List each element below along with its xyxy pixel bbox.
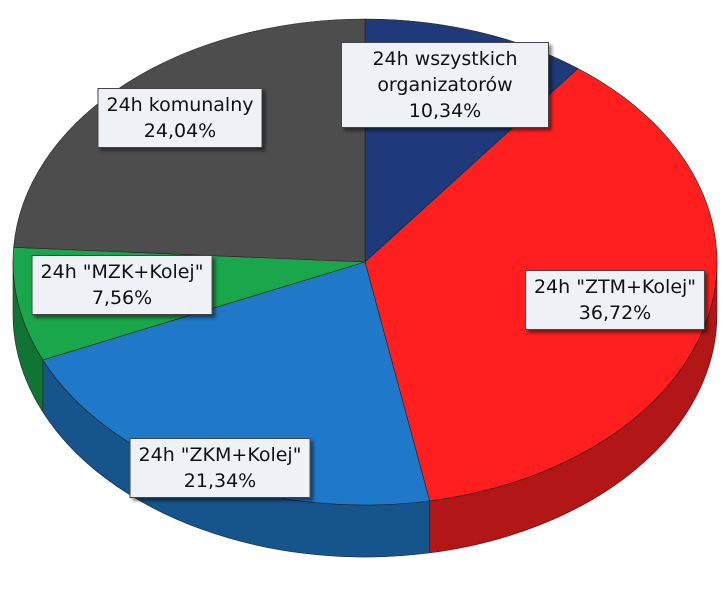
data-label: 24h wszystkich organizatorów 10,34% — [341, 42, 549, 128]
category-label: 24h "MZK+Kolej" — [40, 261, 204, 283]
value-label: 10,34% — [408, 100, 482, 122]
category-label: 24h "ZTM+Kolej" — [533, 276, 697, 298]
data-label: 24h "ZKM+Kolej" 21,34% — [129, 438, 311, 498]
data-label: 24h "ZTM+Kolej" 36,72% — [524, 270, 706, 330]
value-label: 21,34% — [183, 470, 257, 492]
category-label: 24h komunalny — [106, 94, 254, 116]
value-label: 36,72% — [578, 302, 652, 324]
category-label: 24h "ZKM+Kolej" — [138, 444, 302, 466]
category-label: 24h wszystkich organizatorów — [372, 48, 518, 96]
value-label: 24,04% — [143, 120, 217, 142]
value-label: 7,56% — [91, 287, 153, 309]
data-label: 24h komunalny 24,04% — [97, 88, 263, 148]
data-label: 24h "MZK+Kolej" 7,56% — [31, 255, 213, 315]
